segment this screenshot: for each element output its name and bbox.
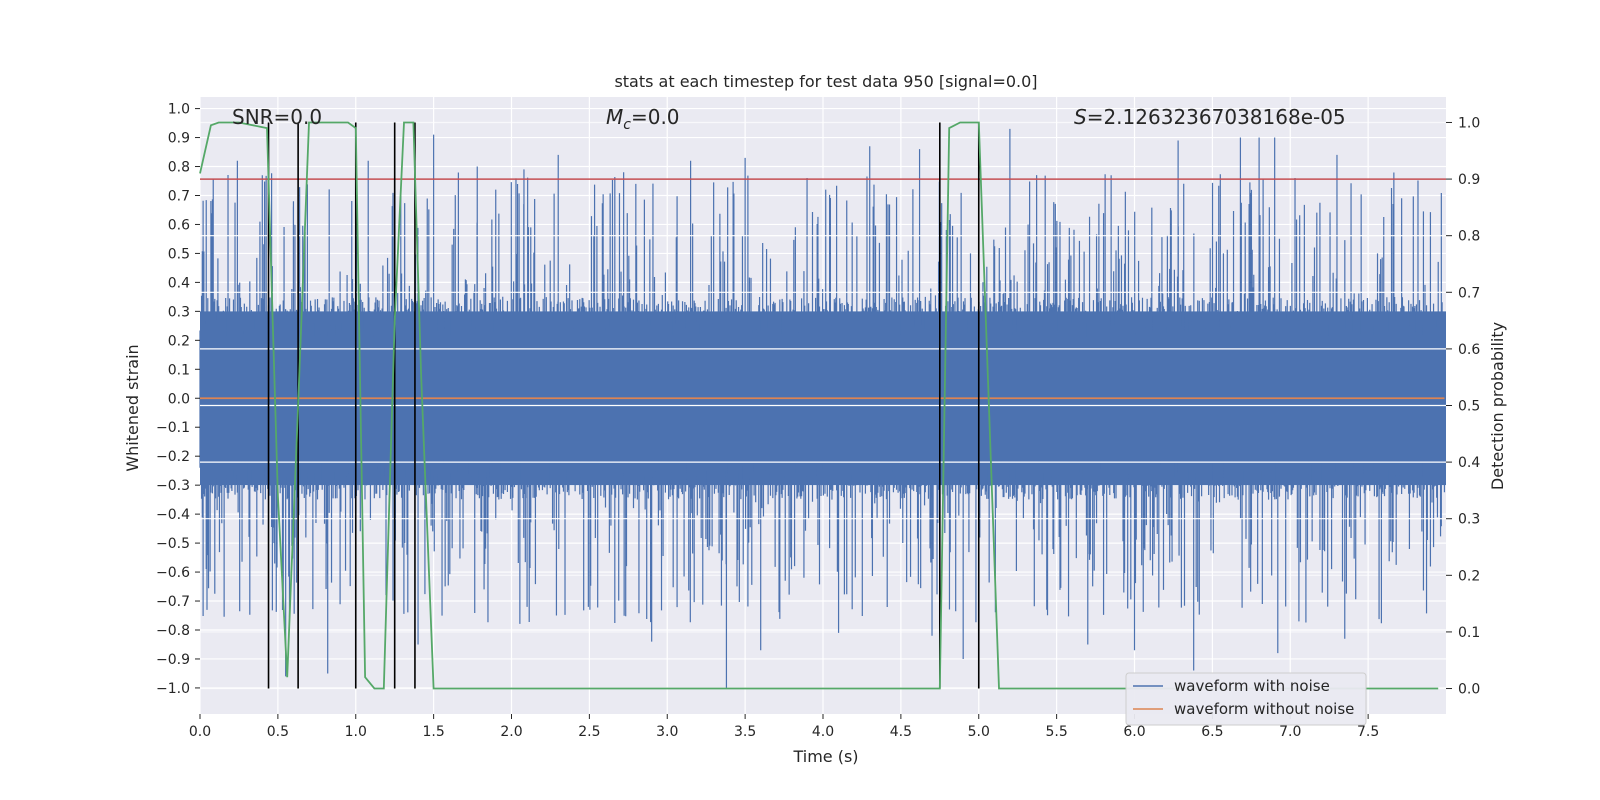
y-tick-label: −0.4 [156,507,190,523]
x-tick-label: 0.0 [189,724,211,740]
s-annotation: S=2.12632367038168e-05 [1074,105,1346,129]
y-axis-label: Whitened strain [123,344,142,471]
y-tick-label: 0.3 [168,304,190,320]
x-tick-label: 6.5 [1201,724,1223,740]
x-tick-label: 1.5 [422,724,444,740]
x-tick-label: 7.5 [1357,724,1379,740]
legend: waveform with noise waveform without noi… [1125,672,1367,726]
y2-tick-label: 0.2 [1458,568,1480,584]
s-symbol: S [1074,105,1087,129]
y2-tick-label: 0.8 [1458,229,1480,245]
x-axis-label: Time (s) [792,747,858,766]
y-tick-label: −1.0 [156,681,190,697]
mc-symbol: M [606,105,623,129]
y-tick-label: −0.6 [156,565,190,581]
y-tick-label: 0.8 [168,160,190,176]
y-tick-label: −0.2 [156,449,190,465]
y-tick-label: 0.0 [168,391,190,407]
y-tick-label: −0.5 [156,536,190,552]
x-tick-label: 5.5 [1045,724,1067,740]
y-tick-label: 0.9 [168,131,190,147]
x-tick-label: 5.0 [968,724,990,740]
y-tick-label: −0.9 [156,652,190,668]
y2-tick-label: 0.6 [1458,342,1480,358]
y-tick-label: 0.4 [168,275,190,291]
snr-annotation: SNR=0.0 [232,105,322,129]
mc-annotation: Mc=0.0 [606,105,680,133]
x-tick-label: 3.0 [656,724,678,740]
y-tick-label: 0.2 [168,333,190,349]
y2-tick-label: 0.7 [1458,285,1480,301]
x-tick-label: 4.0 [812,724,834,740]
x-tick-label: 2.0 [500,724,522,740]
y-tick-label: 0.7 [168,188,190,204]
probability-series [199,121,1439,690]
y-tick-label: 0.5 [168,246,190,262]
y2-tick-label: 0.1 [1458,625,1480,641]
y-tick-label: 1.0 [168,102,190,118]
y-tick-label: −0.3 [156,478,190,494]
x-tick-label: 3.5 [734,724,756,740]
x-tick-label: 4.5 [890,724,912,740]
mc-value: =0.0 [631,105,680,129]
x-tick-label: 7.0 [1279,724,1301,740]
y-tick-label: 0.1 [168,362,190,378]
y-tick-label: −0.7 [156,594,190,610]
chart-title: stats at each timestep for test data 950… [614,72,1037,91]
y2-tick-label: 0.0 [1458,682,1480,698]
x-tick-label: 2.5 [578,724,600,740]
x-tick-label: 0.5 [267,724,289,740]
y2-tick-label: 0.9 [1458,172,1480,188]
x-tick-label: 6.0 [1123,724,1145,740]
y-tick-label: −0.8 [156,623,190,639]
mc-subscript: c [623,117,631,133]
legend-label-clean: waveform without noise [1174,700,1354,718]
y-tick-label: −0.1 [156,420,190,436]
y2-tick-label: 0.5 [1458,399,1480,415]
detection-markers [267,122,980,689]
x-tick-label: 1.0 [345,724,367,740]
y2-tick-label: 0.4 [1458,455,1480,471]
y2-axis-label: Detection probability [1488,322,1507,490]
legend-box [1125,672,1367,726]
detection-probability-line [199,121,1439,690]
axes: 0.0 0.5 1.0 1.5 2.0 2.5 3.0 3.5 4.0 4.5 5.0 5.5 6.0 6… [156,102,1480,740]
legend-label-noise: waveform with noise [1174,677,1330,695]
y2-tick-label: 0.3 [1458,512,1480,528]
s-value: =2.12632367038168e-05 [1087,105,1346,129]
y2-tick-label: 1.0 [1458,115,1480,131]
y-tick-label: 0.6 [168,217,190,233]
